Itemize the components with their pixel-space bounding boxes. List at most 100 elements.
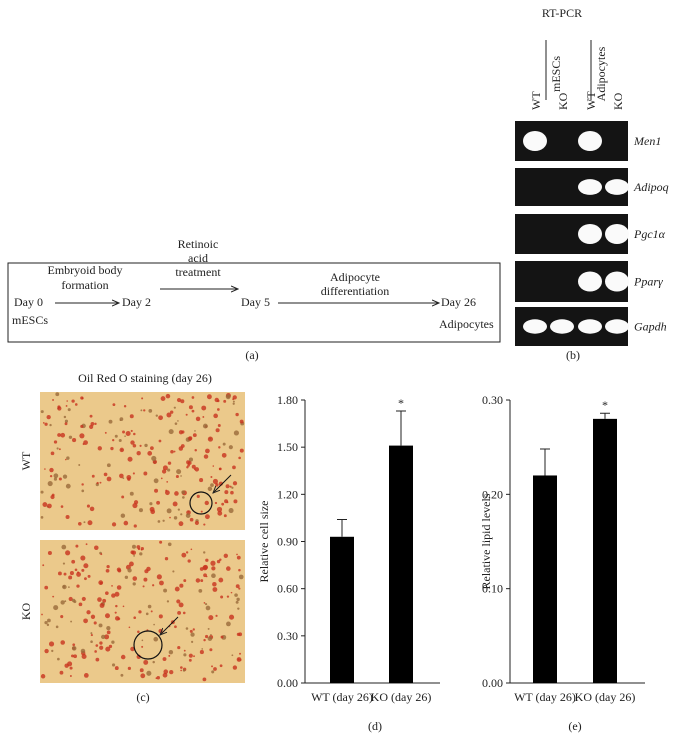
lipid-dot [141,639,144,642]
lipid-dot [106,564,110,569]
lipid-dot [40,490,44,494]
lipid-dot [181,552,187,558]
lipid-dot [231,486,234,489]
lipid-dot [191,396,195,399]
lipid-dot [167,542,172,547]
lipid-dot [139,444,142,447]
step-label: treatment [175,265,221,279]
lipid-dot [68,586,70,588]
lipid-dot [141,397,144,400]
staining-images: WT KO [19,392,245,683]
step-end: Adipocytes [439,317,494,331]
lipid-dot [228,508,234,514]
lipid-dot [129,414,134,419]
lipid-dot [133,555,135,557]
lipid-dot [207,436,214,442]
lipid-dot [76,584,80,588]
lipid-dot [96,481,99,485]
lipid-dot [143,471,148,476]
lipid-dot [229,485,232,488]
lipid-dot [133,524,137,528]
pointer-arrow [213,474,232,493]
lipid-dot [112,439,115,442]
lipid-dot [167,468,171,472]
highlight-circle [133,630,163,660]
lipid-dot [205,448,210,454]
lipid-dot [110,446,114,451]
lipid-dot [105,591,109,595]
lipid-dot [63,415,67,419]
band [578,131,602,151]
lipid-dot [209,648,213,652]
lipid-dot [202,677,207,682]
lipid-dot [81,489,85,493]
lipid-dot [193,655,195,658]
lipid-dot [132,502,138,509]
lipid-dot [51,493,55,497]
lipid-dot [81,596,86,601]
lipid-dot [98,623,103,628]
lipid-dot [140,673,146,679]
lipid-dot [104,613,110,619]
step-label: formation [61,278,108,292]
lipid-dot [173,406,176,409]
lipid-dot [180,475,182,477]
lipid-dot [94,545,99,551]
lipid-dot [183,649,186,652]
lipid-dot [233,499,238,504]
lipid-dot [194,448,197,452]
gene-label: Pgc1α [633,227,666,241]
lipid-dot [64,419,69,423]
lipid-dot [76,571,82,577]
lipid-dot [68,575,73,580]
lipid-dot [180,513,183,516]
lipid-dot [177,508,180,511]
lipid-dot [160,396,166,401]
lipid-dot [212,587,218,592]
lipid-dot [55,392,60,397]
lipid-dot [215,428,220,433]
lipid-dot [49,474,53,478]
lane-label: WT [584,91,598,110]
lipid-dot [195,416,201,422]
lipid-dot [145,612,149,616]
lipid-dot [182,669,186,672]
lipid-dot [149,502,153,506]
lipid-dot [140,409,143,412]
lipid-dot [232,400,235,403]
lipid-dot [81,568,85,572]
lipid-dot [103,472,108,477]
lipid-dot [94,422,97,426]
lipid-dot [57,657,60,661]
lipid-dot [205,605,211,611]
lipid-dot [185,413,188,416]
lipid-dot [157,520,161,523]
lipid-dot [74,403,78,406]
lipid-dot [49,423,52,427]
lipid-dot [194,520,199,525]
lipid-dot [185,513,191,518]
lipid-dot [99,481,102,484]
lipid-dot [83,673,89,678]
lipid-dot [70,654,74,658]
lipid-dot [42,502,48,507]
lipid-dot [234,593,238,597]
band [578,271,602,292]
lipid-dot [40,516,44,519]
lipid-dot [231,654,234,657]
lipid-dot [211,573,216,579]
lipid-dot [173,450,176,453]
lipid-dot [64,458,67,461]
lipid-dot [146,566,151,572]
y-tick-label: 0.10 [482,582,503,596]
band [550,319,574,334]
lipid-dot [80,555,86,561]
lipid-dot [106,476,112,482]
lipid-dot [151,455,157,461]
lipid-dot [117,617,121,621]
lipid-dot [155,414,158,417]
lipid-dot [53,477,58,481]
lipid-dot [188,436,193,441]
lipid-dot [216,408,220,411]
lipid-dot [166,600,170,603]
